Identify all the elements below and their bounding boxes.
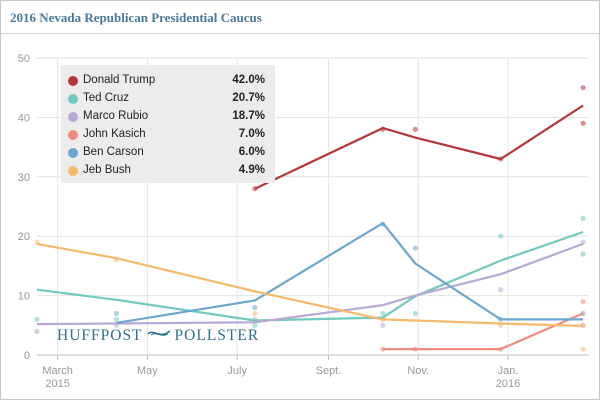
legend-value: 6.0% — [238, 146, 265, 158]
trend-line-marco-rubio — [36, 242, 584, 326]
legend-name: Ben Carson — [83, 146, 144, 158]
legend-value: 4.9% — [238, 164, 265, 176]
legend-item-ben-carson: Ben Carson 6.0% — [61, 144, 275, 162]
poll-point-john-kasich — [580, 298, 586, 305]
legend-item-donald-trump: Donald Trump 42.0% — [61, 72, 275, 90]
y-tick-label: 40 — [18, 112, 30, 124]
legend-value: 42.0% — [232, 74, 265, 86]
legend-name: Marco Rubio — [83, 110, 149, 122]
poll-point-ted-cruz — [580, 215, 586, 221]
legend-item-marco-rubio: Marco Rubio 18.7% — [61, 108, 275, 126]
poll-point-ted-cruz — [498, 233, 504, 239]
poll-point-ted-cruz — [380, 310, 386, 317]
poll-point-jeb-bush — [252, 310, 258, 317]
legend-value: 18.7% — [232, 110, 265, 122]
legend-name: John Kasich — [83, 128, 146, 140]
legend: Donald Trump 42.0% Ted Cruz 20.7% Marco Rubi… — [61, 65, 275, 183]
legend-name: Jeb Bush — [83, 164, 131, 176]
poll-point-donald-trump — [580, 85, 586, 91]
poll-point-ben-carson — [412, 245, 418, 251]
y-tick-label: 20 — [18, 231, 30, 243]
trend-line-donald-trump — [254, 104, 584, 190]
legend-item-john-kasich: John Kasich 7.0% — [61, 126, 275, 144]
legend-swatch — [68, 130, 78, 140]
poll-point-marco-rubio — [34, 328, 40, 334]
poll-point-donald-trump — [412, 126, 418, 132]
trend-lines — [36, 104, 584, 351]
pennant-icon — [146, 327, 171, 345]
legend-swatch — [68, 112, 78, 122]
poll-point-ted-cruz — [412, 310, 418, 317]
y-tick-label: 30 — [18, 172, 30, 184]
poll-point-ben-carson — [113, 310, 120, 317]
trend-line-jeb-bush — [36, 242, 584, 327]
x-tick-label: Nov. — [407, 365, 429, 377]
logo-huffpost: HUFFPOST — [57, 327, 143, 344]
trend-line-ben-carson — [116, 222, 584, 324]
legend-value: 20.7% — [232, 92, 265, 104]
legend-swatch — [68, 76, 78, 86]
legend-value: 7.0% — [238, 128, 265, 140]
x-tick-sublabel: 2016 — [496, 378, 520, 390]
legend-name: Donald Trump — [83, 74, 156, 86]
legend-swatch — [68, 166, 78, 176]
trend-line-ted-cruz — [36, 230, 584, 322]
title-divider — [1, 33, 599, 34]
poll-point-ted-cruz — [34, 316, 40, 322]
poll-point-marco-rubio — [380, 322, 386, 328]
poll-point-jeb-bush — [580, 346, 586, 352]
x-tick-label: July — [227, 365, 247, 377]
y-tick-label: 0 — [24, 350, 30, 362]
legend-swatch — [68, 148, 78, 158]
y-tick-label: 10 — [18, 291, 30, 303]
huffpost-pollster-logo: HUFFPOST POLLSTER — [57, 327, 259, 345]
poll-point-ben-carson — [252, 304, 258, 311]
poll-point-ted-cruz — [252, 322, 258, 328]
chart-title: 2016 Nevada Republican Presidential Cauc… — [10, 10, 262, 25]
x-tick-label: March — [42, 365, 73, 377]
x-tick-sublabel: 2015 — [45, 378, 69, 390]
x-tick-label: Jan. — [498, 365, 519, 377]
legend-name: Ted Cruz — [83, 92, 130, 104]
logo-pollster: POLLSTER — [174, 327, 260, 344]
poll-point-donald-trump — [580, 120, 586, 126]
legend-swatch — [68, 94, 78, 104]
poll-point-marco-rubio — [498, 287, 504, 293]
x-tick-label: Sept. — [316, 365, 342, 377]
poll-point-ted-cruz — [580, 251, 586, 257]
legend-item-jeb-bush: Jeb Bush 4.9% — [61, 162, 275, 180]
x-tick-label: May — [137, 365, 158, 377]
legend-item-ted-cruz: Ted Cruz 20.7% — [61, 90, 275, 108]
y-tick-label: 50 — [18, 53, 30, 65]
trend-line-john-kasich — [382, 312, 584, 351]
poll-point-ted-cruz — [113, 316, 120, 322]
